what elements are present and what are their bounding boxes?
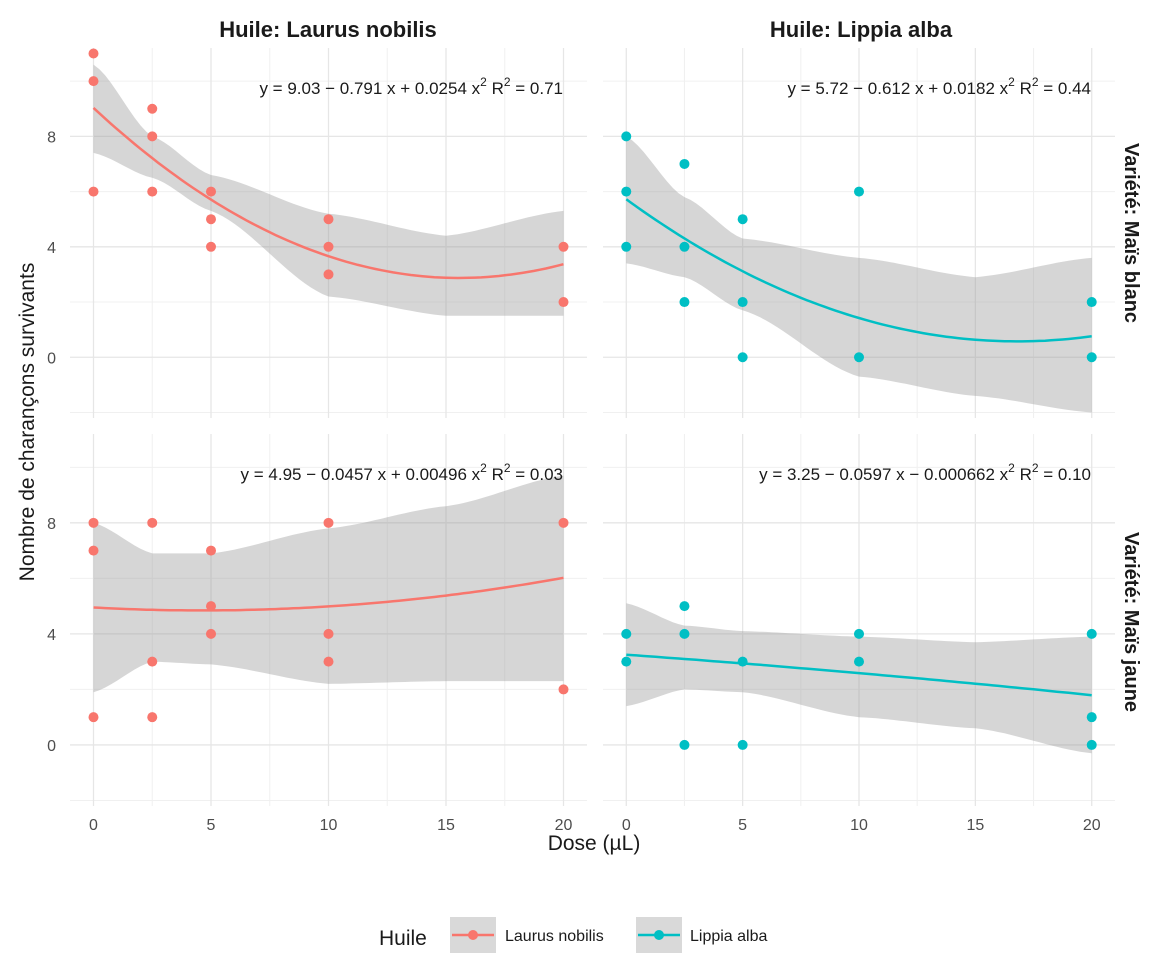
data-point: [1086, 628, 1097, 639]
fit-line: [625, 198, 1092, 343]
data-point: [323, 628, 334, 639]
regression-equation: y = 9.03 − 0.791 x + 0.0254 x2 R2 = 0.71: [259, 75, 563, 98]
data-point: [737, 297, 748, 308]
data-point: [206, 601, 216, 612]
data-point: [558, 684, 569, 695]
data-point: [147, 103, 158, 114]
data-point: [621, 628, 632, 639]
data-point-layer: [88, 48, 1097, 750]
data-point: [88, 48, 99, 59]
x-tick-label: 15: [437, 817, 455, 834]
x-tick-label: 5: [207, 817, 216, 834]
y-tick-label: 8: [47, 129, 56, 146]
data-point: [558, 241, 569, 252]
data-point: [323, 656, 334, 667]
strip-col-0: Huile: Laurus nobilis: [219, 17, 437, 42]
data-point: [88, 545, 99, 556]
data-point: [147, 186, 158, 197]
fit-line: [92, 106, 564, 280]
confidence-band: [626, 603, 1092, 754]
x-axis-title: Dose (µL): [548, 832, 641, 855]
strip-row-1: Variété: Maïs jaune: [1120, 532, 1142, 712]
data-point: [621, 186, 632, 197]
data-point: [679, 297, 690, 308]
regression-equation: y = 5.72 − 0.612 x + 0.0182 x2 R2 = 0.44: [787, 75, 1091, 98]
confidence-band: [626, 136, 1092, 413]
x-tick-label: 10: [320, 817, 338, 834]
x-tick-label: 15: [966, 817, 984, 834]
legend-label-laurus-nobilis: Laurus nobilis: [505, 928, 604, 945]
data-point: [621, 241, 632, 252]
legend-title: Huile: [379, 927, 427, 950]
x-tick-label: 10: [850, 817, 868, 834]
confidence-band: [93, 64, 564, 316]
data-point: [147, 712, 158, 723]
data-point: [679, 241, 690, 252]
data-point: [206, 545, 216, 556]
data-point: [854, 186, 864, 197]
data-point: [679, 158, 690, 169]
data-point: [88, 712, 99, 723]
legend-label-lippia-alba: Lippia alba: [690, 928, 768, 945]
confidence-band-layer: [93, 64, 1092, 754]
data-point: [737, 656, 748, 667]
data-point: [1086, 297, 1097, 308]
y-tick-label: 8: [47, 516, 56, 533]
grid-layer: [70, 48, 1115, 806]
data-point: [621, 131, 632, 142]
y-tick-label: 4: [47, 240, 56, 257]
fit-line-layer: [92, 106, 1092, 697]
y-axis-title: Nombre de charançons survivants: [16, 263, 39, 582]
data-point: [323, 517, 334, 528]
data-point: [737, 739, 748, 750]
data-point: [88, 76, 99, 87]
data-point: [558, 297, 569, 308]
strip-col-1: Huile: Lippia alba: [770, 17, 953, 42]
data-point: [679, 601, 690, 612]
data-point: [679, 739, 690, 750]
data-point: [558, 517, 569, 528]
data-point: [737, 214, 748, 225]
data-point: [621, 656, 632, 667]
y-tick-label: 4: [47, 627, 56, 644]
fit-line: [626, 653, 1092, 697]
data-point: [88, 186, 99, 197]
regression-equation: y = 4.95 − 0.0457 x + 0.00496 x2 R2 = 0.…: [241, 461, 563, 484]
data-point: [854, 656, 864, 667]
fit-line: [93, 576, 564, 612]
data-point: [323, 214, 334, 225]
data-point: [854, 352, 864, 363]
data-point: [1086, 352, 1097, 363]
legend-key-laurus-nobilis: [450, 917, 496, 953]
x-tick-label: 20: [1083, 817, 1101, 834]
data-point: [206, 186, 216, 197]
data-point: [737, 352, 748, 363]
annotation-layer: y = 9.03 − 0.791 x + 0.0254 x2 R2 = 0.71…: [47, 75, 1101, 834]
data-point: [206, 628, 216, 639]
x-tick-label: 0: [89, 817, 98, 834]
data-point: [147, 656, 158, 667]
data-point: [206, 214, 216, 225]
y-tick-label: 0: [47, 738, 56, 755]
strip-row-0: Variété: Maïs blanc: [1120, 143, 1142, 323]
data-point: [1086, 739, 1097, 750]
data-point: [323, 241, 334, 252]
data-point: [679, 628, 690, 639]
legend: Huile Laurus nobilis Lippia alba: [379, 917, 768, 953]
y-tick-label: 0: [47, 350, 56, 367]
data-point: [206, 241, 216, 252]
data-point: [323, 269, 334, 280]
data-point: [147, 131, 158, 142]
data-point: [854, 628, 864, 639]
x-tick-label: 0: [622, 817, 631, 834]
data-point: [147, 517, 158, 528]
data-point: [88, 517, 99, 528]
legend-key-lippia-alba: [636, 917, 682, 953]
x-tick-label: 5: [738, 817, 747, 834]
x-tick-label: 20: [555, 817, 573, 834]
regression-equation: y = 3.25 − 0.0597 x − 0.000662 x2 R2 = 0…: [759, 461, 1091, 484]
data-point: [1086, 712, 1097, 723]
